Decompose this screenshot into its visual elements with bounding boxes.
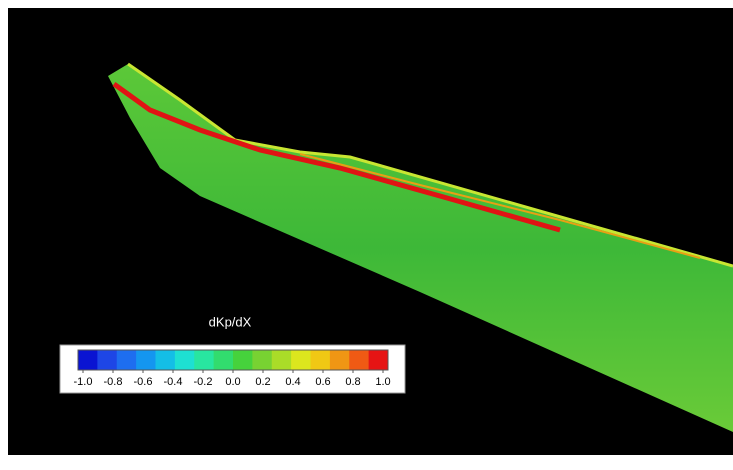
color-bin [369, 350, 389, 370]
tick-label: -0.6 [134, 376, 153, 388]
color-bin [349, 350, 369, 370]
visualization: dKp/dX -1.0 -0.8 -0.6 -0.4 -0.2 0.0 0.2 0.4 0.6 0… [0, 0, 733, 470]
color-bin [214, 350, 234, 370]
tick-label: -0.4 [164, 376, 183, 388]
tick-label: -0.8 [104, 376, 123, 388]
tick-label: 0.6 [315, 376, 330, 388]
color-bin [175, 350, 195, 370]
tick-label: 0.0 [225, 376, 240, 388]
tick-label: 1.0 [375, 376, 390, 388]
tick-label: -0.2 [194, 376, 213, 388]
color-bin [272, 350, 292, 370]
color-bin [156, 350, 176, 370]
tick-label: -1.0 [74, 376, 93, 388]
tick-label: 0.4 [285, 376, 300, 388]
color-bin [78, 350, 98, 370]
color-bin [252, 350, 272, 370]
color-bin [136, 350, 156, 370]
color-bin [291, 350, 311, 370]
color-bin [194, 350, 214, 370]
color-bin [233, 350, 253, 370]
tick-label: 0.8 [345, 376, 360, 388]
color-bin [311, 350, 331, 370]
color-bin [330, 350, 350, 370]
colorbar-title: dKp/dX [209, 314, 252, 329]
color-bin [97, 350, 117, 370]
tick-label: 0.2 [255, 376, 270, 388]
color-bin [117, 350, 137, 370]
